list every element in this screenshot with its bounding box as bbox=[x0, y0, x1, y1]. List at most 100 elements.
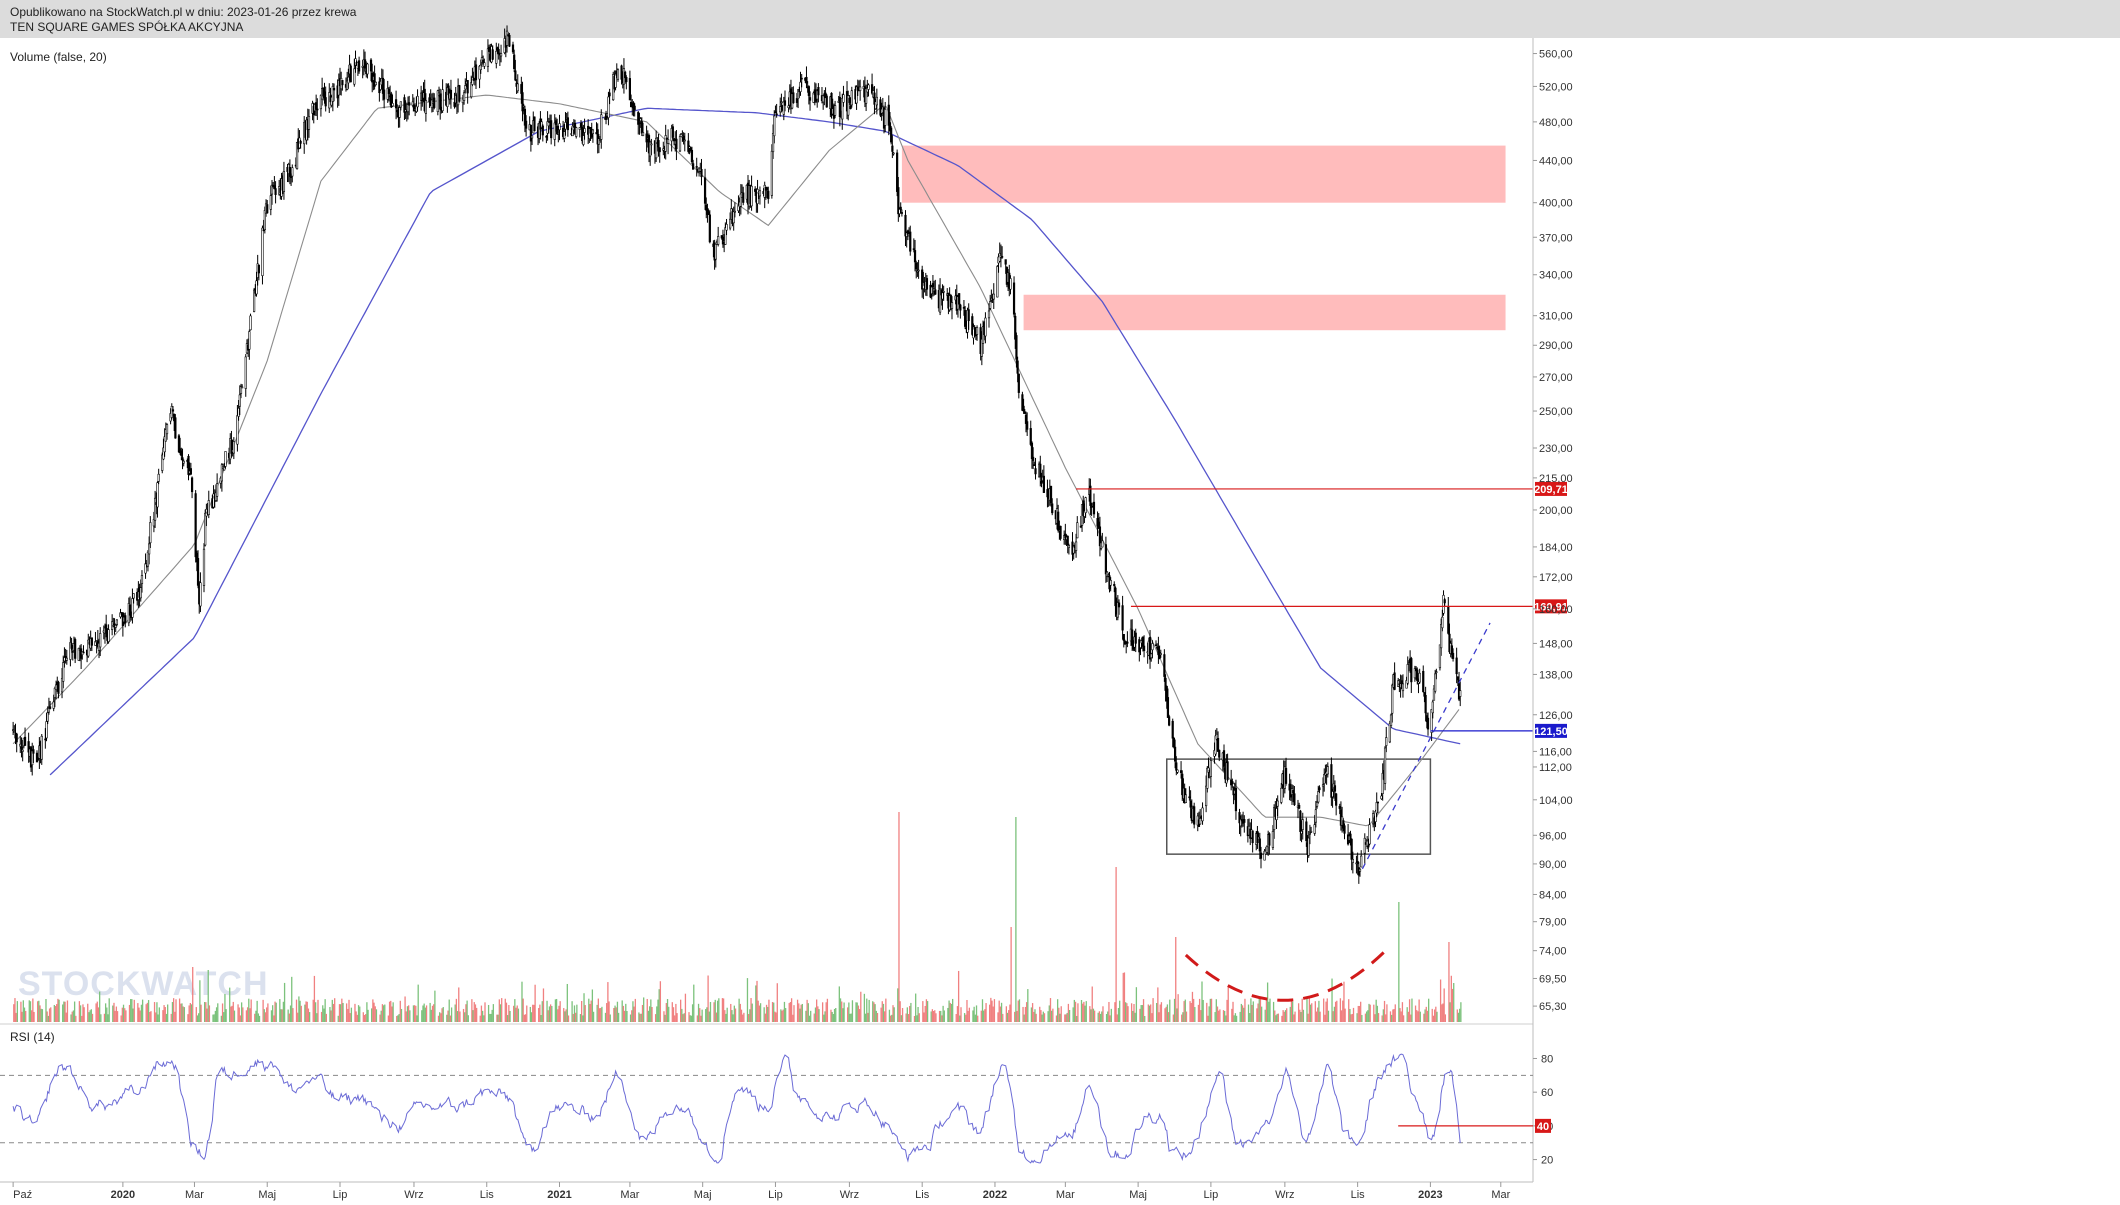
volume-bar bbox=[1392, 1009, 1394, 1022]
volume-bar bbox=[280, 1009, 282, 1022]
candle-body bbox=[1383, 747, 1387, 784]
candle-body bbox=[1317, 791, 1320, 803]
volume-bar bbox=[507, 1015, 509, 1022]
volume-bar bbox=[985, 1003, 987, 1022]
volume-bar bbox=[1080, 1000, 1083, 1022]
candle-body bbox=[850, 90, 853, 106]
volume-bar bbox=[1151, 1013, 1153, 1022]
candle-body bbox=[12, 729, 15, 731]
candle-body bbox=[917, 269, 920, 272]
volume-bar bbox=[404, 996, 406, 1022]
volume-bar bbox=[941, 1015, 943, 1022]
candle-body bbox=[725, 224, 728, 231]
candle-body bbox=[181, 457, 184, 461]
volume-bar bbox=[192, 967, 194, 1022]
candle-body bbox=[140, 575, 144, 584]
volume-bar bbox=[1386, 1004, 1388, 1022]
volume-bar bbox=[576, 1004, 578, 1022]
volume-bar bbox=[1006, 1012, 1009, 1022]
volume-bar bbox=[922, 1001, 924, 1022]
volume-bar bbox=[654, 1014, 657, 1022]
volume-bar bbox=[1034, 1009, 1036, 1022]
rsi-tick-label: 80 bbox=[1541, 1053, 1553, 1065]
volume-bar bbox=[391, 1006, 393, 1022]
volume-bar bbox=[1082, 1003, 1084, 1022]
candle-body bbox=[783, 100, 787, 106]
volume-bar bbox=[36, 1001, 39, 1022]
volume-bar bbox=[906, 1007, 908, 1022]
candle-body bbox=[1251, 830, 1254, 844]
candle-body bbox=[825, 95, 828, 108]
volume-bar bbox=[355, 1011, 357, 1022]
volume-bar bbox=[1300, 1012, 1302, 1022]
price-tick-label: 104,00 bbox=[1539, 795, 1573, 807]
volume-bar bbox=[1377, 1013, 1380, 1022]
volume-bar bbox=[1383, 1000, 1386, 1022]
volume-bar bbox=[1282, 1010, 1284, 1022]
candle-body bbox=[1016, 360, 1019, 374]
volume-bar bbox=[198, 1013, 200, 1022]
candle-body bbox=[692, 163, 695, 170]
volume-bar bbox=[1134, 1012, 1136, 1022]
candle-body bbox=[633, 105, 636, 111]
candle-body bbox=[70, 642, 73, 649]
volume-bar bbox=[1374, 1014, 1376, 1022]
candle-body bbox=[707, 211, 710, 215]
volume-bar bbox=[450, 1007, 453, 1022]
volume-bar bbox=[1214, 1012, 1216, 1022]
volume-bar bbox=[558, 1005, 560, 1022]
volume-bar bbox=[818, 1009, 820, 1022]
candle-body bbox=[1026, 421, 1029, 430]
volume-bar bbox=[689, 1015, 691, 1022]
volume-bar bbox=[1364, 1013, 1367, 1022]
candle-body bbox=[115, 619, 119, 625]
volume-bar bbox=[566, 983, 568, 1022]
volume-bar bbox=[517, 1008, 520, 1022]
volume-bar bbox=[1284, 1010, 1287, 1022]
candle-body bbox=[742, 192, 745, 203]
candle-body bbox=[1032, 456, 1035, 461]
volume-bar bbox=[212, 1014, 214, 1022]
candle-body bbox=[1308, 832, 1312, 835]
candle-body bbox=[1275, 808, 1278, 821]
volume-bar bbox=[237, 1004, 239, 1022]
volume-bar bbox=[1292, 1001, 1294, 1022]
volume-bar bbox=[1459, 1008, 1461, 1022]
volume-bar bbox=[374, 1006, 376, 1022]
volume-bar bbox=[1449, 1002, 1451, 1022]
volume-bar bbox=[1293, 1014, 1295, 1022]
candle-body bbox=[547, 122, 550, 127]
candle-body bbox=[529, 124, 532, 142]
volume-bar bbox=[773, 1002, 775, 1022]
volume-bar bbox=[387, 1015, 390, 1022]
time-tick-label: Mar bbox=[1491, 1189, 1510, 1201]
candle-body bbox=[1451, 652, 1455, 659]
volume-bar bbox=[204, 1002, 206, 1022]
volume-bar bbox=[1114, 1002, 1116, 1022]
volume-bar bbox=[1376, 1005, 1379, 1022]
volume-bar bbox=[1373, 1004, 1375, 1022]
candle-body bbox=[600, 114, 603, 140]
volume-bar bbox=[640, 1013, 642, 1022]
candle-body bbox=[1432, 688, 1436, 701]
candle-body bbox=[787, 105, 790, 108]
candle-body bbox=[915, 262, 918, 270]
candle-body bbox=[1422, 670, 1425, 693]
candle-body bbox=[128, 604, 132, 616]
volume-bar bbox=[171, 1002, 174, 1022]
volume-bar bbox=[334, 998, 336, 1022]
volume-bar bbox=[1097, 1012, 1099, 1022]
volume-bar bbox=[170, 1013, 172, 1022]
volume-bar bbox=[47, 1015, 50, 1022]
volume-bar bbox=[775, 1012, 777, 1022]
candle-body bbox=[1076, 522, 1079, 539]
time-tick-label: Lip bbox=[333, 1189, 348, 1201]
volume-bar bbox=[122, 1004, 125, 1022]
candle-body bbox=[1343, 825, 1346, 834]
volume-bar bbox=[1206, 1002, 1208, 1022]
volume-bar bbox=[1332, 1011, 1334, 1022]
volume-bar bbox=[1243, 1007, 1245, 1022]
candle-body bbox=[148, 543, 151, 555]
volume-bar bbox=[942, 1005, 944, 1022]
